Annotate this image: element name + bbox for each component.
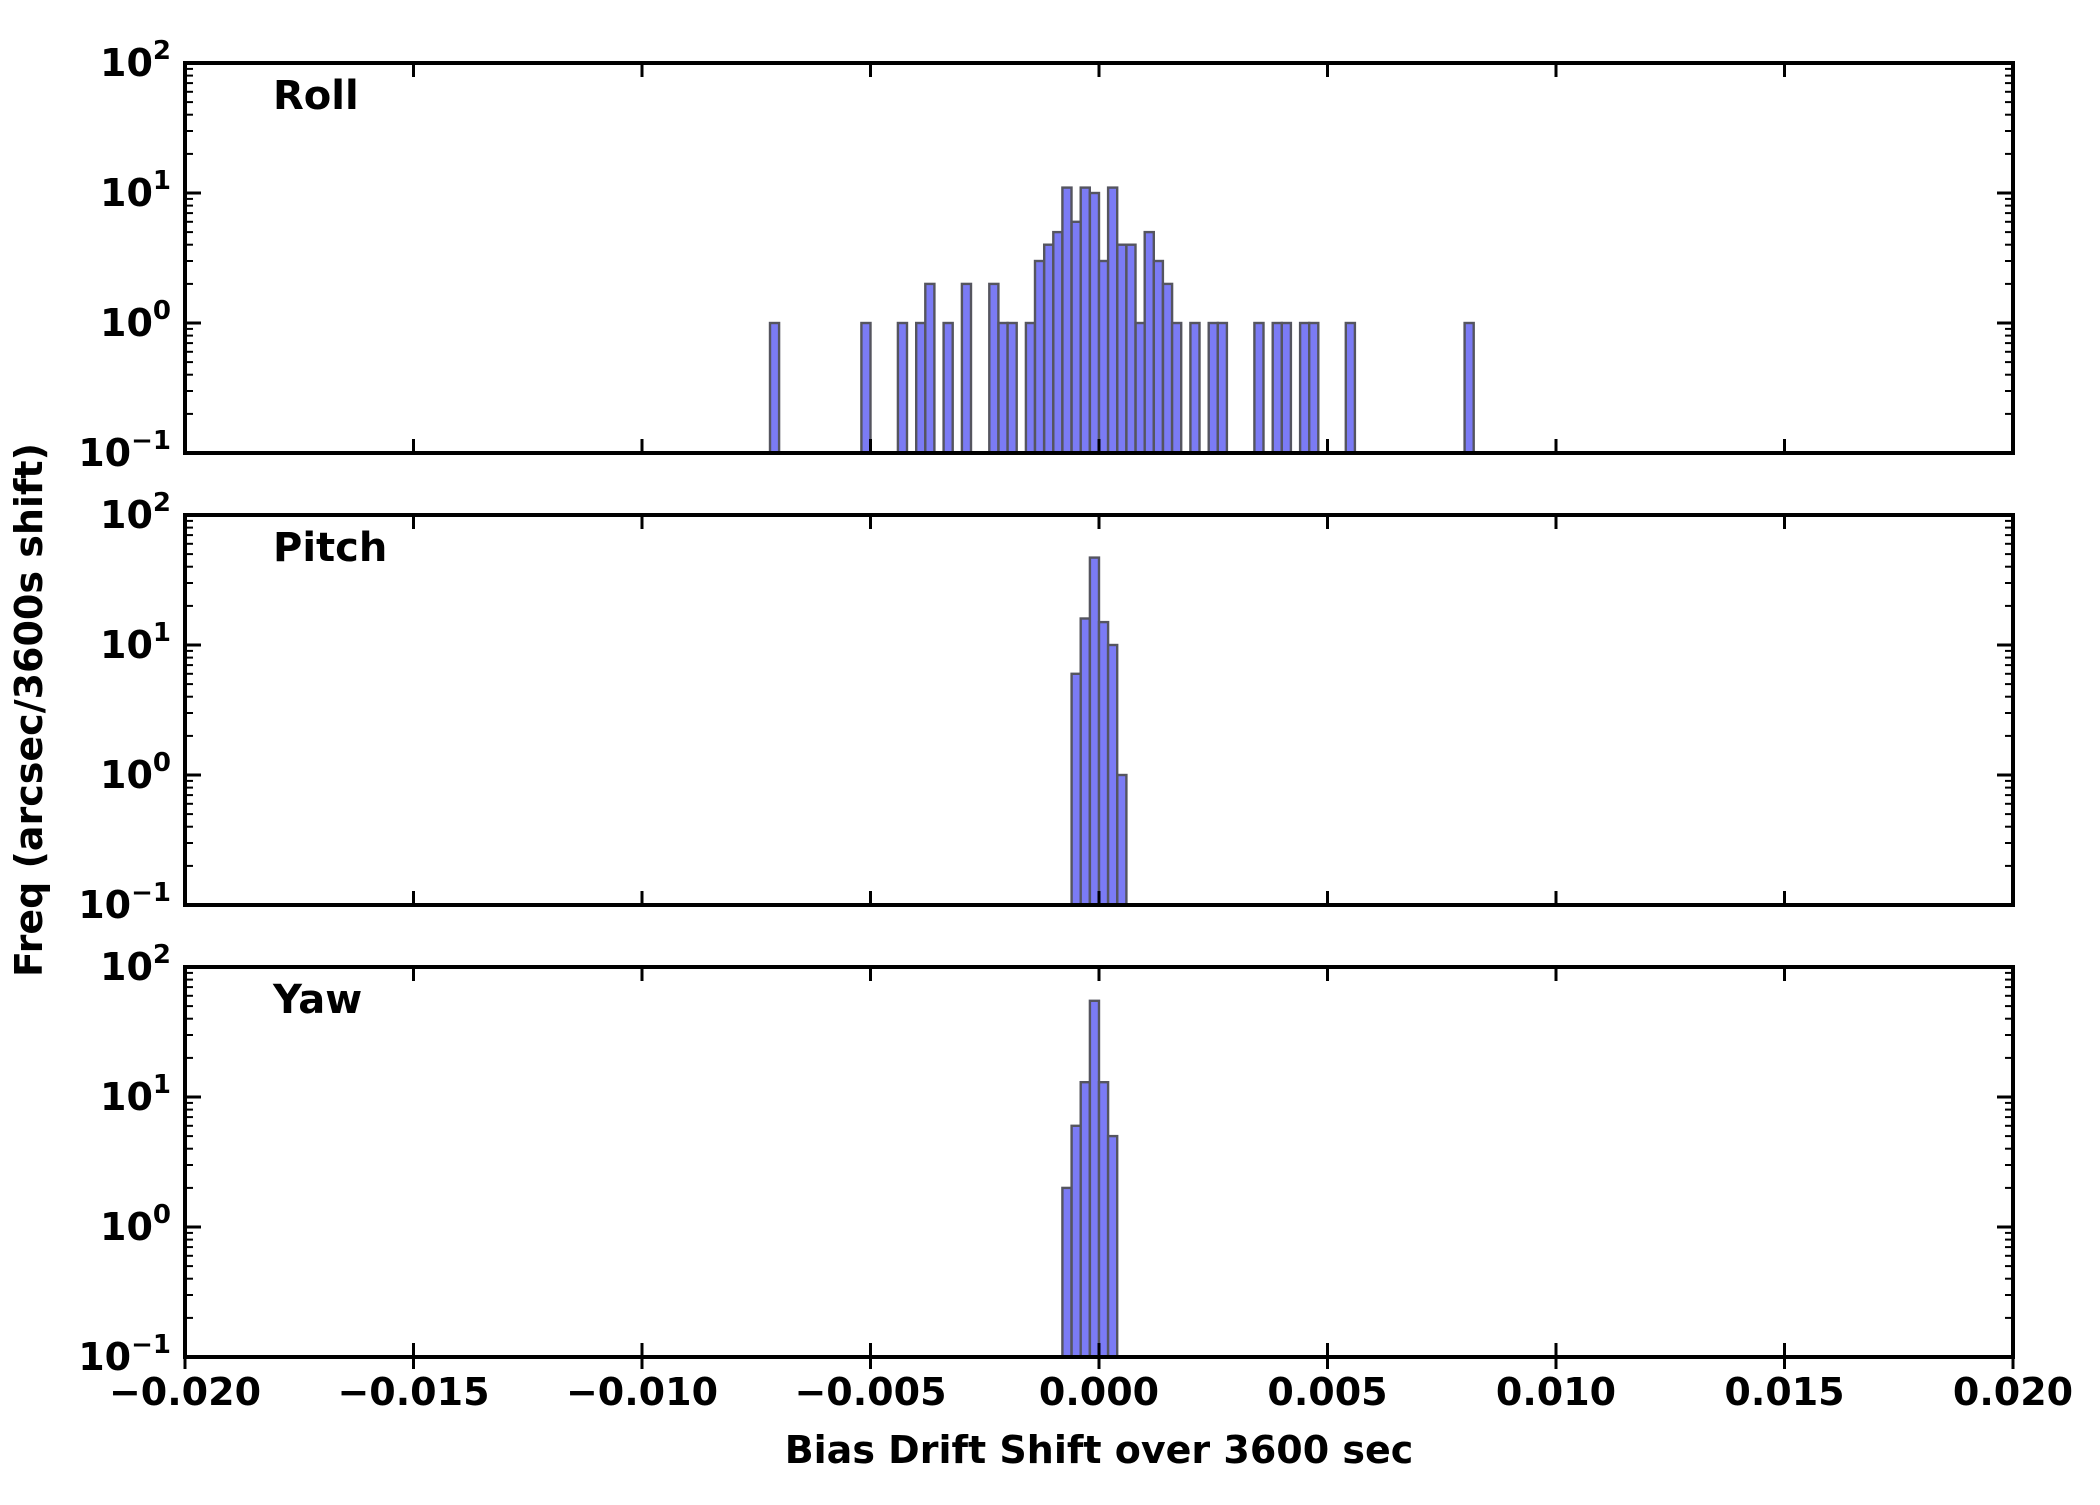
histogram-bar [1189, 321, 1201, 455]
histogram-bar [988, 282, 1000, 455]
panel-title-roll: Roll [273, 73, 359, 119]
histogram-bar [997, 321, 1009, 455]
y-tick-label: 101 [100, 1070, 171, 1119]
histogram-bar [1463, 321, 1475, 455]
yaw-histogram-series [1061, 999, 1119, 1359]
x-tick-label: −0.005 [794, 1370, 946, 1414]
roll-histogram-series [768, 186, 1475, 455]
y-tick-label: 100 [100, 296, 171, 345]
histogram-bar [1070, 672, 1082, 907]
histogram-bar [1097, 259, 1110, 455]
histogram-bar [1125, 243, 1137, 455]
x-tick-label: −0.010 [566, 1370, 718, 1414]
histogram-bar [1079, 617, 1091, 907]
histogram-bar [1207, 321, 1219, 455]
histogram-bar [896, 321, 909, 455]
histogram-bar [860, 321, 872, 455]
histogram-bar [1052, 230, 1064, 455]
x-tick-label: −0.015 [337, 1370, 489, 1414]
y-tick-label: 102 [100, 940, 171, 989]
histogram-bar [1161, 282, 1174, 455]
histogram-bar [1088, 556, 1101, 907]
histogram-bar [1033, 259, 1046, 455]
x-tick-label: 0.000 [1039, 1370, 1159, 1414]
histogram-bar [960, 282, 973, 455]
histogram-bar [1070, 1124, 1082, 1359]
y-tick-label: 102 [100, 488, 171, 537]
histogram-bar [1116, 243, 1128, 455]
histogram-bar [1143, 230, 1155, 455]
pitch-histogram-series [1070, 556, 1128, 907]
histogram-bar [1106, 643, 1119, 907]
histogram-bar [1134, 321, 1146, 455]
histogram-bar [1061, 186, 1073, 455]
histogram-bar [1042, 243, 1055, 455]
histogram-bar [1024, 321, 1037, 455]
histogram-bar [942, 321, 954, 455]
x-tick-label: −0.020 [109, 1370, 261, 1414]
x-tick-label: 0.015 [1724, 1370, 1844, 1414]
y-tick-label: 10−1 [78, 878, 171, 927]
pitch-panel: 102 101 100 10−1 Pitch [78, 488, 2015, 927]
histogram-bar [1253, 321, 1265, 455]
panel-border [183, 965, 2015, 1359]
histogram-bar [1152, 259, 1165, 455]
panel-border [183, 61, 2015, 455]
histogram-bar [1280, 321, 1293, 455]
histogram-bar [1006, 321, 1018, 455]
histogram-bar [1307, 321, 1320, 455]
histogram-bar [1271, 321, 1283, 455]
histogram-bar [1116, 773, 1128, 907]
histogram-bar [1106, 1134, 1119, 1359]
histogram-bar [1088, 191, 1101, 455]
histogram-bar [1216, 321, 1229, 455]
histogram-bar [1088, 999, 1101, 1359]
y-tick-label: 10−1 [78, 1330, 171, 1379]
histogram-bar [1344, 321, 1357, 455]
x-axis-label: Bias Drift Shift over 3600 sec [785, 1428, 1414, 1472]
y-tick-label: 101 [100, 166, 171, 215]
histogram-bar [1097, 1080, 1110, 1359]
histogram-bar [1079, 1080, 1091, 1359]
histogram-bar [1079, 186, 1091, 455]
x-tick-label: 0.005 [1267, 1370, 1387, 1414]
y-tick-label: 101 [100, 618, 171, 667]
histogram-bar [1170, 321, 1183, 455]
y-axis-label: Freq (arcsec/3600s shift) [7, 443, 51, 977]
panel-border [183, 513, 2015, 907]
histogram-bar [1298, 321, 1311, 455]
histogram-bar [915, 321, 927, 455]
roll-panel: 102 101 100 10−1 Roll [78, 36, 2015, 475]
y-tick-label: 100 [100, 1200, 171, 1249]
histogram-bar [1070, 220, 1082, 455]
histogram-bar [768, 321, 781, 455]
y-tick-label: 102 [100, 36, 171, 85]
panel-title-yaw: Yaw [272, 977, 362, 1023]
histogram-bar [1106, 186, 1119, 455]
histogram-bar [1061, 1186, 1073, 1359]
yaw-panel: 102 101 100 10−1 Yaw [78, 940, 2015, 1379]
y-tick-label: 100 [100, 748, 171, 797]
x-tick-label: 0.010 [1496, 1370, 1616, 1414]
y-tick-label: 10−1 [78, 426, 171, 475]
histogram-bar [924, 282, 936, 455]
panel-title-pitch: Pitch [273, 525, 387, 571]
x-tick-label: 0.020 [1953, 1370, 2073, 1414]
histogram-bar [1097, 620, 1110, 907]
